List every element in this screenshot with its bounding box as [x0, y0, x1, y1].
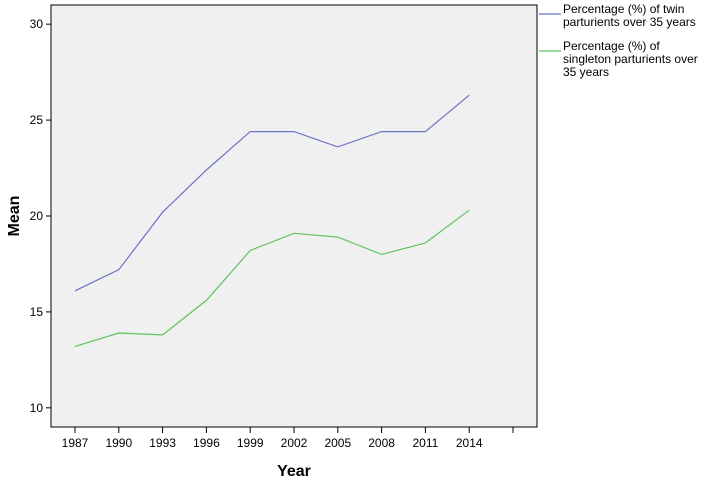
x-tick-label: 1987: [62, 436, 89, 450]
x-tick-label: 1993: [149, 436, 176, 450]
series-lines: [74, 94, 470, 347]
y-tick-label: 15: [30, 305, 44, 319]
x-axis: 1987 1990 1993 1996 1999 2002 2005 2008 2011 2014: [62, 427, 514, 450]
series-line-2: [74, 209, 470, 347]
x-tick-label: 2008: [368, 436, 395, 450]
y-tick-label: 25: [30, 113, 44, 127]
x-tick-label: 1990: [105, 436, 132, 450]
y-tick-label: 10: [30, 401, 44, 415]
y-axis: 10 15 20 25 30: [30, 17, 51, 415]
y-tick-label: 20: [30, 209, 44, 223]
plot-area: [50, 4, 538, 428]
y-axis-title: Mean: [6, 196, 23, 237]
x-tick-label: 1996: [193, 436, 220, 450]
legend: Percentage (%) of twin parturients over 3…: [539, 2, 698, 79]
legend-label-1: Percentage (%) of twin parturients over 3…: [563, 2, 696, 29]
x-tick-label: 2002: [281, 436, 308, 450]
series-line-1: [74, 94, 470, 292]
legend-label-2: Percentage (%) of singleton parturients o…: [563, 39, 698, 79]
x-tick-label: 1999: [237, 436, 264, 450]
y-tick-label: 30: [30, 17, 44, 31]
x-tick-label: 2005: [324, 436, 351, 450]
x-tick-label: 2014: [456, 436, 483, 450]
x-axis-title: Year: [277, 463, 311, 478]
x-tick-label: 2011: [412, 436, 438, 450]
